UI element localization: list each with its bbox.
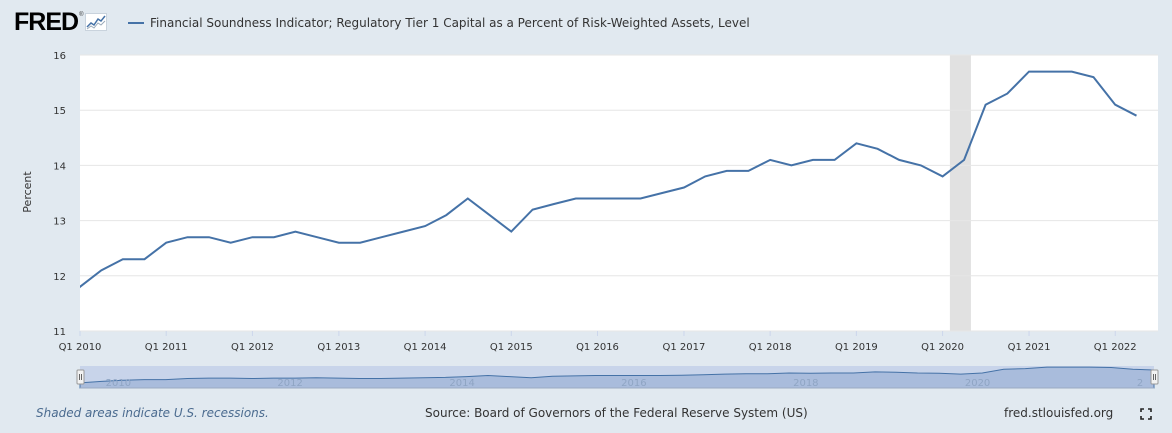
x-tick-label: Q1 2016 [576, 342, 619, 353]
series-line [80, 70, 1137, 289]
fullscreen-icon[interactable] [1140, 408, 1152, 420]
y-axis-ticks: 11 12 13 14 15 16 [53, 51, 66, 338]
y-axis-title: Percent [21, 171, 34, 213]
chart-header: FRED ® Financial Soundness Indicator; Re… [0, 0, 1172, 48]
y-tick-label: 15 [53, 106, 66, 117]
series-title: Financial Soundness Indicator; Regulator… [150, 16, 750, 30]
navigator-label: 2010 [106, 378, 131, 389]
x-tick-label: Q1 2020 [921, 342, 964, 353]
x-tick-label: Q1 2013 [317, 342, 360, 353]
y-tick-label: 14 [53, 161, 66, 172]
navigator-label: 2020 [965, 378, 990, 389]
navigator-handle-left[interactable] [76, 369, 85, 385]
x-axis-ticks: Q1 2010 Q1 2011 Q1 2012 Q1 2013 Q1 2014 Q1 20… [59, 331, 1137, 353]
navigator-label: 2 [1137, 378, 1143, 389]
recession-shading [949, 55, 971, 331]
gridlines [80, 54, 1158, 332]
plot-area [80, 55, 1158, 331]
plot-background [80, 55, 1158, 331]
range-navigator[interactable]: 2010 2012 2014 2016 2018 2020 2 [76, 366, 1159, 389]
legend-line-swatch [128, 22, 144, 24]
y-tick-label: 13 [53, 217, 66, 228]
x-tick-label: Q1 2019 [835, 342, 878, 353]
x-tick-label: Q1 2010 [59, 342, 102, 353]
navigator-series [79, 366, 1155, 389]
x-tick-label: Q1 2021 [1008, 342, 1051, 353]
logo-text: FRED [14, 7, 79, 36]
x-tick-label: Q1 2017 [663, 342, 706, 353]
x-tick-label: Q1 2015 [490, 342, 533, 353]
navigator-label: 2014 [449, 378, 474, 389]
legend: Financial Soundness Indicator; Regulator… [128, 16, 750, 30]
navigator-label: 2012 [277, 378, 302, 389]
source-text: Source: Board of Governors of the Federa… [425, 406, 808, 420]
series-layer [80, 70, 1137, 289]
chart-trend-icon [85, 13, 108, 31]
recession-band [949, 55, 971, 331]
fred-logo[interactable]: FRED ® [14, 6, 108, 38]
y-tick-label: 12 [53, 272, 66, 283]
logo-registered-mark: ® [79, 12, 84, 18]
navigator-handle-right[interactable] [1150, 369, 1159, 385]
x-tick-label: Q1 2012 [231, 342, 274, 353]
x-tick-label: Q1 2014 [404, 342, 447, 353]
x-tick-label: Q1 2011 [145, 342, 188, 353]
navigator-label: 2016 [621, 378, 646, 389]
y-tick-label: 11 [53, 327, 66, 338]
x-tick-label: Q1 2022 [1094, 342, 1137, 353]
x-tick-label: Q1 2018 [749, 342, 792, 353]
site-link[interactable]: fred.stlouisfed.org [1004, 406, 1114, 420]
recession-note: Shaded areas indicate U.S. recessions. [36, 406, 269, 420]
y-tick-label: 16 [53, 51, 66, 62]
navigator-label: 2018 [793, 378, 818, 389]
